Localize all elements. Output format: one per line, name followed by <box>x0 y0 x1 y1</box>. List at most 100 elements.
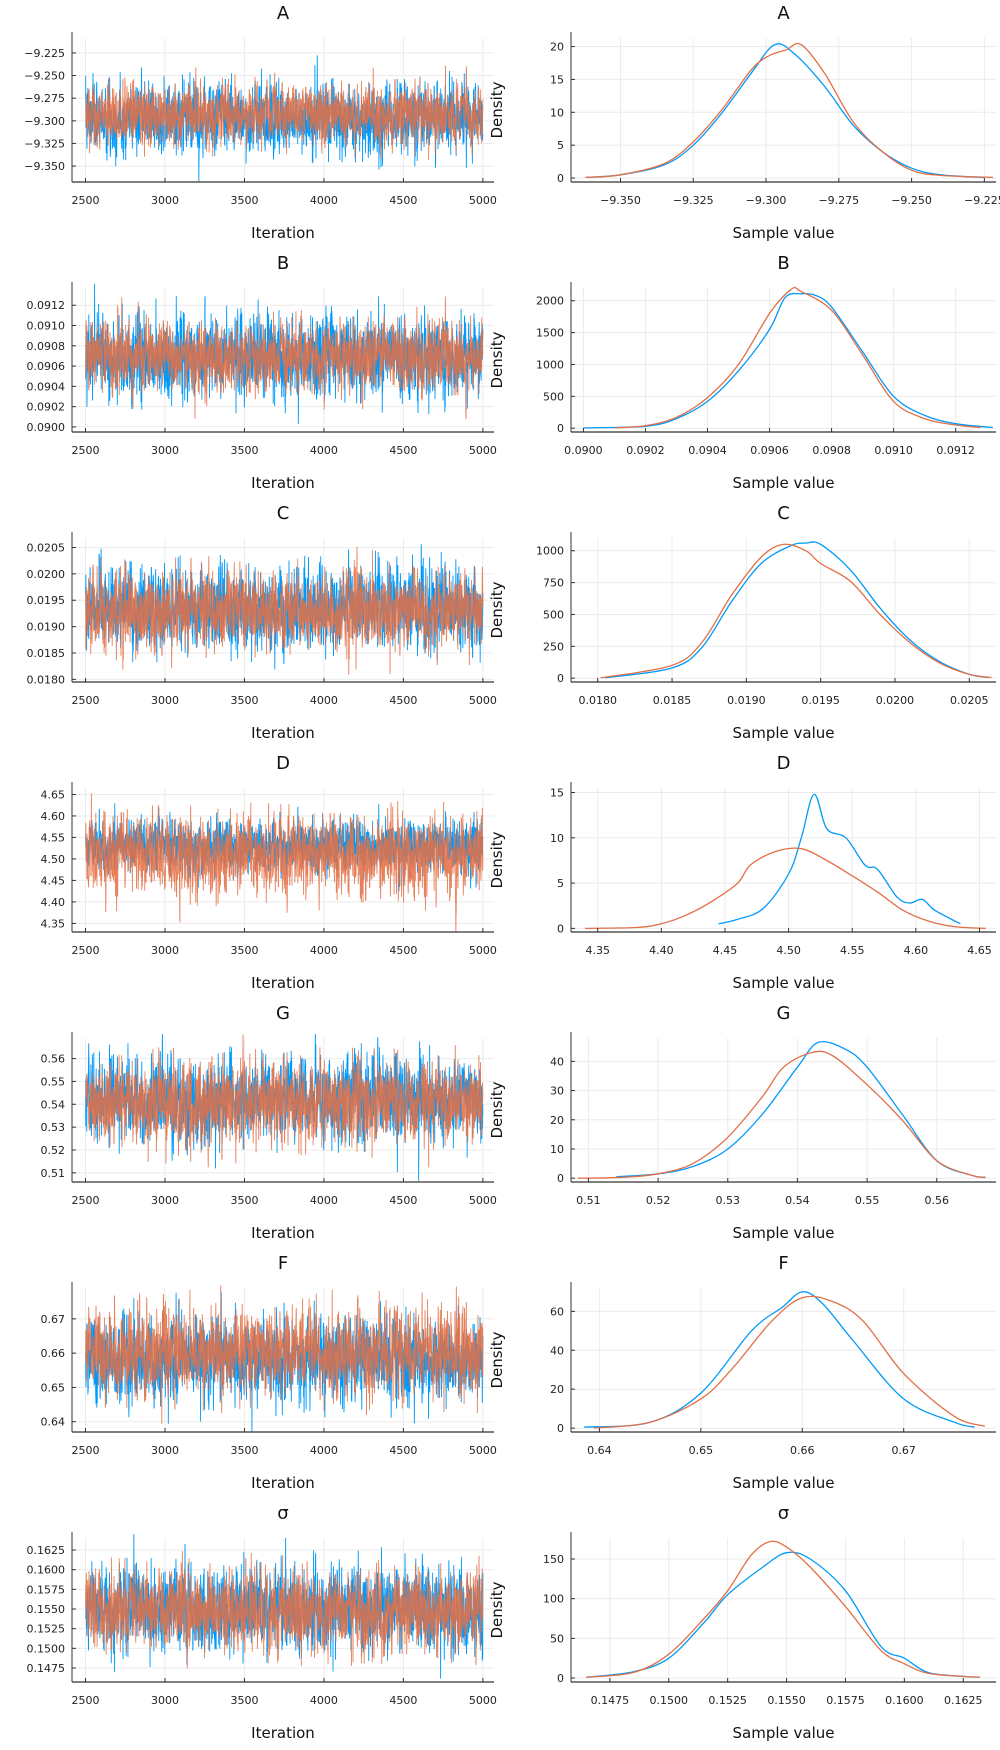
x-tick-label: 4000 <box>310 944 338 957</box>
density-panel-0: −9.350 −9.325 −9.300 −9.275 −9.250 −9.225 0 5 10… <box>488 3 1000 242</box>
x-tick-label: 0.0900 <box>564 444 603 457</box>
x-axis-label: Iteration <box>251 224 315 242</box>
chain-2-density-curve <box>586 1540 980 1678</box>
y-axis-label: Density <box>488 831 506 888</box>
x-tick-label: 4500 <box>389 1444 417 1457</box>
chain-2-density-curve <box>600 543 992 679</box>
y-tick-label: −9.250 <box>24 70 65 83</box>
y-tick-label: 5 <box>557 877 564 890</box>
x-tick-label: 4.55 <box>840 944 865 957</box>
chain-2-trace-line <box>85 1285 484 1424</box>
chain-1-density-curve <box>718 793 961 925</box>
chain-1-density-curve <box>586 1551 980 1678</box>
x-tick-label: 4000 <box>310 694 338 707</box>
x-tick-label: 0.1525 <box>708 1694 747 1707</box>
panel-title: B <box>777 253 789 274</box>
x-tick-label: 4.60 <box>904 944 929 957</box>
y-tick-label: 0.0900 <box>27 421 66 434</box>
chain-2-trace-line <box>85 793 484 932</box>
y-tick-label: 150 <box>543 1553 564 1566</box>
density-panel-4: 0.51 0.52 0.53 0.54 0.55 0.56 0 10 20 30 40 G Sample… <box>488 1003 996 1242</box>
y-tick-label: 0.67 <box>41 1313 66 1326</box>
y-tick-label: 0.0180 <box>27 673 66 686</box>
y-tick-label: 0.54 <box>41 1098 66 1111</box>
y-tick-label: 100 <box>543 1593 564 1606</box>
chain-1-density-curve <box>584 1291 975 1428</box>
x-tick-label: 0.0910 <box>874 444 913 457</box>
chain-2-trace-line <box>85 546 484 675</box>
y-tick-label: 4.40 <box>41 896 66 909</box>
y-tick-label: 0.0912 <box>27 299 66 312</box>
y-tick-label: 15 <box>550 73 564 86</box>
chain-2-density-curve <box>584 847 986 930</box>
trace-panel-5: 2500 3000 3500 4000 4500 5000 0.64 0.65 0.66 0.67… <box>41 1253 497 1492</box>
y-tick-label: −9.325 <box>24 137 65 150</box>
x-tick-label: 0.0912 <box>936 444 975 457</box>
y-tick-label: 0 <box>557 1422 564 1435</box>
x-axis-label: Iteration <box>251 1224 315 1242</box>
y-axis-label: Density <box>488 1331 506 1388</box>
y-tick-label: 0.1500 <box>27 1642 66 1655</box>
y-tick-label: 0.1600 <box>27 1564 66 1577</box>
x-tick-label: 5000 <box>469 694 497 707</box>
y-tick-label: 250 <box>543 640 564 653</box>
y-tick-label: −9.300 <box>24 115 65 128</box>
y-tick-label: 4.60 <box>41 810 66 823</box>
x-tick-label: 0.0180 <box>578 694 617 707</box>
x-tick-label: 0.1600 <box>885 1694 924 1707</box>
y-axis-label: Density <box>488 1581 506 1638</box>
chain-2-density-curve <box>577 1050 986 1179</box>
panel-title: A <box>277 3 290 24</box>
y-tick-label: 4.55 <box>41 831 66 844</box>
y-tick-label: 10 <box>550 1143 564 1156</box>
y-tick-label: 1500 <box>536 327 564 340</box>
x-tick-label: 2500 <box>72 1694 100 1707</box>
x-tick-label: 4.50 <box>776 944 801 957</box>
y-tick-label: 500 <box>543 390 564 403</box>
x-tick-label: −9.300 <box>746 194 787 207</box>
y-tick-label: 0.0190 <box>27 621 66 634</box>
x-tick-label: 0.53 <box>716 1194 741 1207</box>
y-tick-label: 0 <box>557 422 564 435</box>
x-axis-label: Iteration <box>251 1724 315 1742</box>
y-tick-label: 0.0185 <box>27 647 66 660</box>
y-tick-label: 1000 <box>536 545 564 558</box>
trace-panel-2: 2500 3000 3500 4000 4500 5000 0.0180 0.0185 0.01… <box>27 503 497 742</box>
x-tick-label: −9.325 <box>673 194 714 207</box>
x-tick-label: 3000 <box>151 194 179 207</box>
x-tick-label: 4500 <box>389 1194 417 1207</box>
y-tick-label: 0.0906 <box>27 360 66 373</box>
y-tick-label: 0.1625 <box>27 1544 66 1557</box>
x-tick-label: 5000 <box>469 944 497 957</box>
x-tick-label: −9.275 <box>818 194 859 207</box>
y-tick-label: 0.64 <box>41 1416 66 1429</box>
trace-panel-4: 2500 3000 3500 4000 4500 5000 0.51 0.52 0.53 0.54… <box>41 1003 497 1242</box>
x-tick-label: 2500 <box>72 1194 100 1207</box>
x-axis-label: Sample value <box>733 1474 835 1492</box>
panel-title: C <box>277 503 290 524</box>
x-tick-label: 4.35 <box>585 944 610 957</box>
chain-2-density-curve <box>614 286 981 429</box>
y-tick-label: 4.45 <box>41 874 66 887</box>
density-panel-5: 0.64 0.65 0.66 0.67 0 20 40 60 F Sample value Dens… <box>488 1253 996 1492</box>
x-tick-label: 0.1575 <box>826 1694 865 1707</box>
y-tick-label: 0.51 <box>41 1167 66 1180</box>
x-axis-label: Sample value <box>733 1224 835 1242</box>
panel-title: σ <box>778 1503 789 1524</box>
density-panel-6: 0.1475 0.1500 0.1525 0.1550 0.1575 0.1600 0.16… <box>488 1503 996 1742</box>
x-tick-label: 0.66 <box>790 1444 815 1457</box>
density-panel-1: 0.0900 0.0902 0.0904 0.0906 0.0908 0.0910 0.09… <box>488 253 996 492</box>
y-tick-label: 0 <box>557 922 564 935</box>
y-tick-label: 0.0908 <box>27 340 66 353</box>
x-tick-label: 3500 <box>230 1194 258 1207</box>
y-tick-label: −9.225 <box>24 47 65 60</box>
panel-title: B <box>277 253 289 274</box>
x-tick-label: 0.64 <box>587 1444 612 1457</box>
chain-2-density-curve <box>585 42 994 179</box>
density-panel-2: 0.0180 0.0185 0.0190 0.0195 0.0200 0.0205 0 250… <box>488 503 996 742</box>
x-tick-label: 0.0195 <box>801 694 840 707</box>
y-tick-label: 5 <box>557 139 564 152</box>
x-tick-label: 3500 <box>230 1694 258 1707</box>
y-tick-label: 0.52 <box>41 1144 66 1157</box>
y-tick-label: −9.350 <box>24 160 65 173</box>
